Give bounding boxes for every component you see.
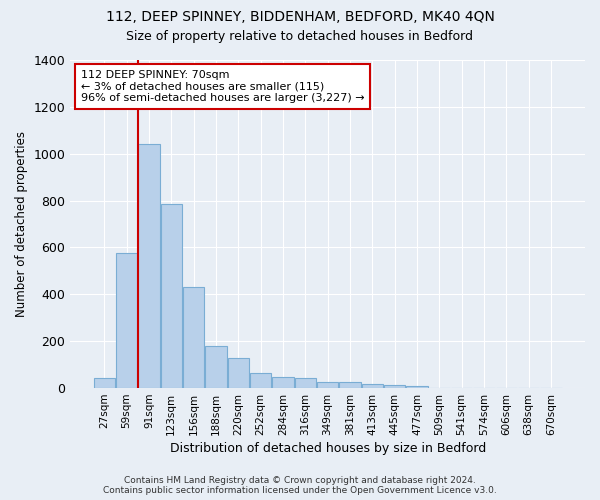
X-axis label: Distribution of detached houses by size in Bedford: Distribution of detached houses by size … (170, 442, 486, 455)
Bar (362, 384, 383, 388)
Text: 112, DEEP SPINNEY, BIDDENHAM, BEDFORD, MK40 4QN: 112, DEEP SPINNEY, BIDDENHAM, BEDFORD, M… (106, 10, 494, 24)
Bar (183, 288, 204, 388)
Bar (406, 386, 428, 388)
Bar (227, 358, 249, 388)
Bar (295, 378, 316, 388)
Bar (384, 386, 405, 388)
Bar (317, 382, 338, 388)
Bar (205, 346, 227, 388)
Text: Contains HM Land Registry data © Crown copyright and database right 2024.
Contai: Contains HM Land Registry data © Crown c… (103, 476, 497, 495)
Text: Size of property relative to detached houses in Bedford: Size of property relative to detached ho… (127, 30, 473, 43)
Bar (272, 377, 293, 388)
Bar (250, 374, 271, 388)
Bar (116, 252, 137, 388)
Text: 112 DEEP SPINNEY: 70sqm
← 3% of detached houses are smaller (115)
96% of semi-de: 112 DEEP SPINNEY: 70sqm ← 3% of detached… (80, 70, 364, 103)
Y-axis label: Number of detached properties: Number of detached properties (15, 131, 28, 317)
Bar (161, 204, 182, 388)
Bar (340, 382, 361, 388)
Bar (139, 144, 160, 388)
Bar (94, 378, 115, 388)
